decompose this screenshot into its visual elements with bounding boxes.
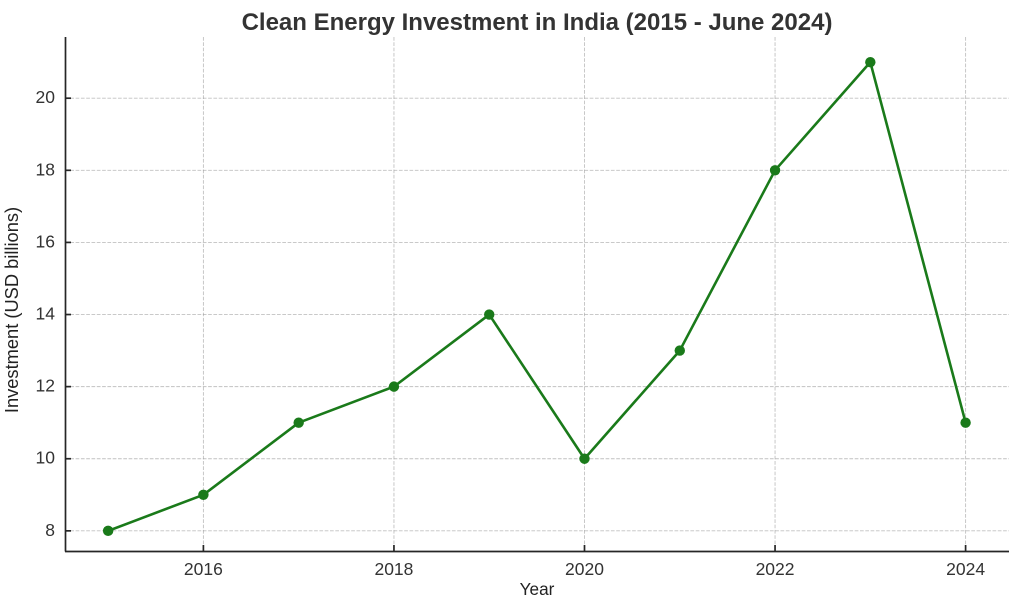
svg-text:16: 16	[36, 231, 55, 251]
svg-text:2018: 2018	[374, 559, 413, 579]
svg-text:2016: 2016	[184, 559, 223, 579]
svg-text:20: 20	[36, 87, 56, 107]
svg-text:2024: 2024	[946, 559, 985, 579]
svg-text:14: 14	[36, 304, 56, 324]
svg-text:2022: 2022	[756, 559, 795, 579]
svg-text:Year: Year	[520, 579, 555, 599]
svg-text:2020: 2020	[565, 559, 604, 579]
svg-text:12: 12	[36, 376, 55, 396]
svg-text:18: 18	[36, 159, 55, 179]
svg-text:10: 10	[36, 448, 56, 468]
svg-text:Investment (USD billions): Investment (USD billions)	[1, 207, 22, 413]
svg-text:Clean Energy Investment in Ind: Clean Energy Investment in India (2015 -…	[242, 9, 833, 36]
svg-text:8: 8	[45, 520, 55, 540]
